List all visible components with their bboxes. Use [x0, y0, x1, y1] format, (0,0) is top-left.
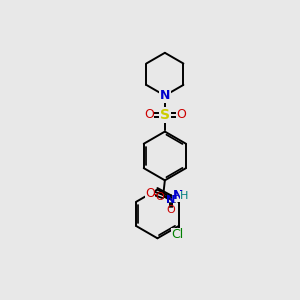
Text: O: O: [155, 192, 164, 202]
Text: O: O: [145, 187, 154, 200]
Text: O: O: [176, 108, 186, 122]
Text: S: S: [160, 108, 170, 122]
Text: H: H: [180, 191, 188, 201]
Text: Cl: Cl: [171, 228, 183, 241]
Text: N: N: [160, 89, 170, 102]
Text: -: -: [152, 188, 156, 201]
Text: N: N: [172, 189, 183, 202]
Text: O: O: [144, 108, 154, 122]
Text: O: O: [167, 205, 175, 215]
Text: N: N: [166, 195, 176, 205]
Text: +: +: [171, 191, 179, 201]
